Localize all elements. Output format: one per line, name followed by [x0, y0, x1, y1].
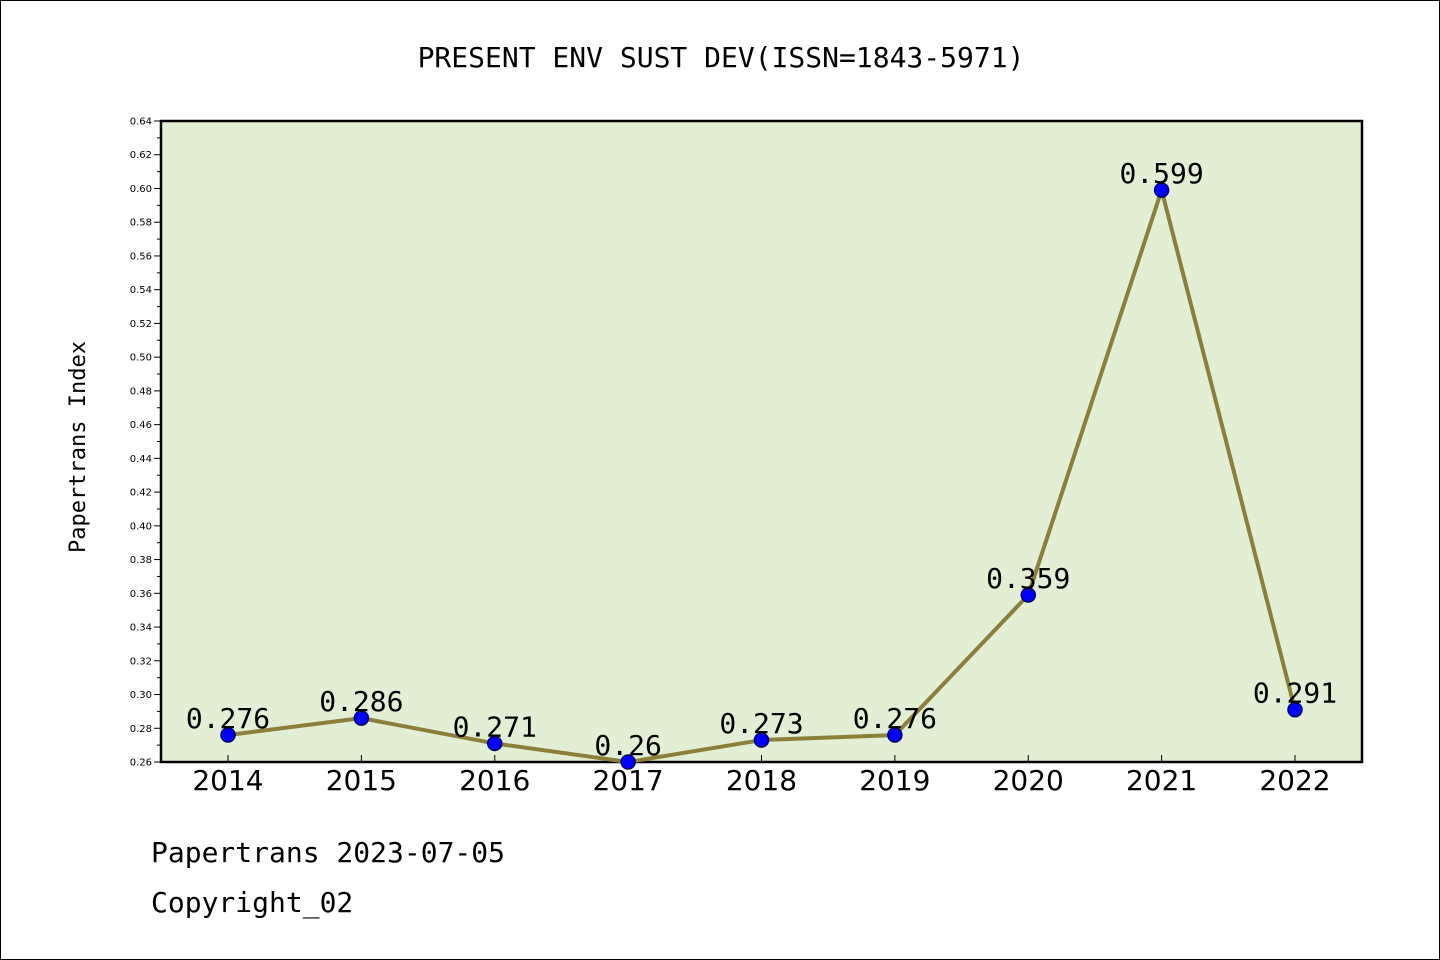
footer-date-line: Papertrans 2023-07-05 — [151, 836, 506, 869]
y-tick-label: 0.32 — [130, 656, 152, 667]
series-markers — [220, 182, 1303, 770]
data-point-marker — [1020, 587, 1036, 603]
x-tick-label: 2022 — [1259, 764, 1330, 797]
chart-title: PRESENT ENV SUST DEV(ISSN=1843-5971) — [418, 41, 1025, 74]
y-axis-label: Papertrans Index — [66, 341, 91, 553]
y-tick-label: 0.40 — [130, 521, 152, 532]
x-tick-label: 2021 — [1126, 764, 1197, 797]
x-tick-label: 2018 — [726, 764, 797, 797]
y-tick-label: 0.64 — [130, 117, 152, 128]
data-point-label: 0.273 — [719, 707, 803, 740]
y-tick-label: 0.48 — [130, 386, 152, 397]
data-point-label: 0.286 — [319, 685, 403, 718]
y-tick-label: 0.36 — [130, 589, 152, 600]
data-labels: 0.276 0.286 0.271 0.26 0.273 0.276 0.359 0.599 0… — [186, 157, 1337, 762]
data-point-label: 0.271 — [453, 710, 537, 743]
y-tick-label: 0.26 — [130, 758, 152, 769]
data-point-marker — [753, 732, 770, 748]
data-point-marker — [1153, 182, 1170, 198]
y-tick-label: 0.28 — [130, 724, 152, 735]
y-tick-label: 0.30 — [130, 690, 152, 701]
data-point-marker — [353, 710, 370, 726]
y-tick-label: 0.44 — [130, 454, 152, 465]
data-point-marker — [487, 735, 503, 752]
x-tick-label: 2019 — [859, 764, 930, 797]
y-tick-label: 0.62 — [130, 150, 152, 161]
data-point-label: 0.291 — [1253, 677, 1337, 710]
data-point-label: 0.359 — [986, 562, 1070, 595]
y-tick-label: 0.58 — [130, 218, 152, 229]
data-point-label: 0.599 — [1119, 157, 1203, 190]
y-tick-label: 0.60 — [130, 184, 152, 195]
x-tick-label: 2015 — [326, 764, 397, 797]
y-tick-label: 0.46 — [130, 420, 152, 431]
data-point-marker — [1287, 701, 1303, 718]
y-tick-label: 0.56 — [130, 251, 152, 262]
data-point-marker — [887, 727, 903, 743]
x-tick-label: 2014 — [192, 764, 263, 797]
x-tick-label: 2016 — [459, 764, 530, 797]
x-tick-label: 2020 — [993, 764, 1064, 797]
x-axis: 2014 2015 2016 2017 2018 2019 2020 2021 2022 — [192, 755, 1331, 797]
plot-area — [159, 119, 1364, 764]
y-tick-label: 0.38 — [130, 555, 152, 566]
data-point-label: 0.26 — [594, 729, 661, 762]
y-axis: 0.26 0.28 0.30 0.32 0.34 0.36 0.38 0.40 0.42 0.44… — [130, 117, 161, 769]
y-tick-label: 0.50 — [130, 353, 152, 364]
footer-copyright-line: Copyright_02 — [151, 886, 354, 919]
y-tick-label: 0.34 — [130, 623, 152, 634]
y-tick-label: 0.52 — [130, 319, 152, 330]
y-tick-label: 0.54 — [130, 285, 152, 296]
y-tick-label: 0.42 — [130, 488, 152, 499]
data-point-label: 0.276 — [853, 702, 937, 735]
data-point-marker — [620, 754, 636, 770]
data-point-label: 0.276 — [186, 702, 270, 735]
data-point-marker — [220, 727, 236, 743]
